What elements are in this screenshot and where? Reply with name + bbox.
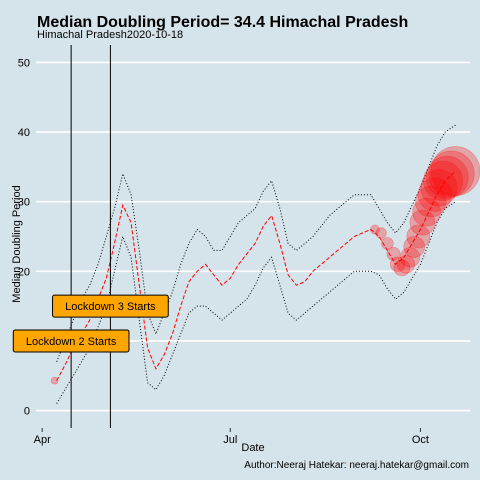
data-point (396, 255, 415, 274)
y-tick-label: 30 (18, 197, 30, 209)
x-tick-label: Apr (34, 434, 51, 446)
y-tick-label: 40 (18, 127, 30, 139)
data-point (409, 209, 436, 236)
grid-lines (36, 61, 470, 412)
chart-caption: Author:Neeraj Hatekar: neeraj.hatekar@gm… (244, 460, 469, 471)
confidence-bands (56, 124, 456, 404)
data-point (386, 246, 401, 261)
data-point (406, 224, 431, 249)
y-tick-label: 0 (24, 406, 30, 418)
data-point (425, 156, 469, 199)
chart-title: Median Doubling Period= 34.4 Himachal Pr… (37, 14, 408, 31)
lockdown-lines (70, 45, 111, 428)
x-axis-title: Date (241, 442, 264, 454)
data-point (428, 150, 475, 197)
lockdown-label-box (12, 329, 130, 353)
x-axis-ticks: Apr Jul Oct (34, 428, 429, 446)
data-point (420, 169, 458, 207)
data-point (399, 247, 421, 268)
data-point (412, 197, 441, 227)
plot-panel (36, 45, 470, 428)
median-line (56, 170, 456, 381)
data-point (390, 256, 406, 273)
data-point (370, 224, 380, 235)
upper-band-line (56, 124, 456, 362)
lockdown-label: Lockdown 3 Starts (52, 294, 169, 318)
lockdown-label-text: Lockdown 3 Starts (65, 301, 156, 313)
data-point (50, 376, 59, 385)
median-line-layer (56, 170, 456, 381)
data-point (423, 160, 464, 201)
data-point (417, 177, 452, 212)
data-point (430, 146, 480, 196)
y-axis-title: Median Doubling Period (11, 185, 23, 302)
data-points (50, 146, 480, 385)
data-point (415, 185, 447, 218)
data-point (375, 227, 387, 239)
y-tick-label: 50 (18, 57, 30, 69)
lower-band-line (56, 201, 456, 404)
chart-subtitle: Himachal Pradesh2020-10-18 (37, 29, 183, 41)
x-tick-label: Jul (223, 434, 237, 446)
data-point (393, 259, 411, 277)
y-tick-label: 20 (18, 266, 30, 278)
lockdown-label: Lockdown 2 Starts (12, 329, 130, 353)
panel-background (36, 45, 470, 428)
lockdown-label-text: Lockdown 2 Starts (26, 336, 117, 348)
x-tick-label: Oct (412, 434, 429, 446)
data-point (381, 237, 394, 250)
lockdown-labels: Lockdown 2 Starts Lockdown 3 Starts (12, 294, 169, 353)
lockdown-label-box (52, 294, 169, 318)
data-point (403, 236, 426, 258)
